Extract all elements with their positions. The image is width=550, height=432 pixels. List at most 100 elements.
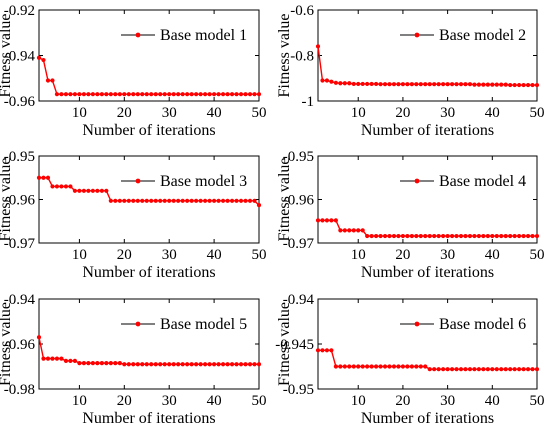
data-point	[333, 80, 338, 85]
data-point	[409, 233, 414, 239]
data-point	[472, 82, 477, 87]
data-point	[144, 198, 149, 203]
data-point	[391, 82, 397, 87]
x-tick-label: 50	[252, 393, 267, 409]
chart-panel-2: 10 20 30 40 50 -0.6 -0.8 -1 Number of iterations…	[276, 3, 545, 139]
x-tick-label: 40	[485, 393, 500, 409]
data-point	[117, 92, 122, 97]
data-point	[176, 198, 181, 203]
data-point	[63, 184, 69, 189]
data-point	[414, 364, 419, 369]
data-point	[212, 362, 217, 367]
data-point	[512, 233, 517, 239]
data-point	[525, 82, 531, 88]
data-point	[525, 233, 531, 239]
data-point	[185, 92, 190, 97]
data-point	[378, 364, 383, 369]
data-point	[494, 367, 499, 372]
data-point	[396, 233, 401, 239]
data-point	[521, 233, 526, 239]
y-tick-label: -0.96	[283, 193, 315, 209]
data-point	[351, 364, 356, 369]
data-point	[194, 198, 199, 203]
data-point	[387, 233, 392, 239]
data-point	[481, 367, 486, 372]
data-point	[472, 233, 477, 239]
data-point	[180, 362, 185, 367]
data-point	[423, 364, 428, 369]
data-point	[338, 228, 343, 233]
data-point	[436, 233, 441, 239]
data-point	[458, 367, 464, 372]
data-point	[77, 92, 82, 97]
data-point	[99, 188, 104, 193]
data-point	[140, 92, 145, 97]
data-point	[490, 367, 495, 372]
data-point	[458, 233, 464, 239]
data-point	[374, 233, 379, 239]
data-point	[414, 233, 419, 239]
legend-label: Base model 6	[439, 316, 526, 333]
data-point	[50, 78, 55, 83]
data-point	[50, 184, 55, 189]
x-tick-label: 40	[207, 247, 222, 263]
data-point	[324, 348, 330, 353]
data-point	[149, 362, 154, 367]
legend-label: Base model 1	[160, 27, 247, 44]
x-tick-label: 20	[395, 393, 410, 409]
x-tick-label: 50	[252, 247, 267, 263]
data-point	[153, 362, 158, 367]
data-point	[153, 92, 158, 97]
data-point	[499, 367, 504, 372]
data-point	[104, 188, 109, 193]
chart-panel-6: 10 20 30 40 50 -0.94 -0.945 -0.95 Number of iter…	[275, 292, 544, 427]
data-point	[347, 364, 352, 369]
x-axis-label: Number of iterations	[82, 122, 215, 139]
x-tick-label: 10	[72, 247, 87, 263]
data-point	[365, 364, 370, 369]
series-line	[38, 57, 259, 95]
chart-panel-4: 10 20 30 40 50 -0.95 -0.96 -0.97 Number of itera…	[276, 149, 545, 281]
data-point	[360, 81, 365, 87]
data-point	[356, 81, 361, 87]
data-point	[104, 92, 109, 97]
data-point	[382, 233, 388, 239]
data-point	[36, 55, 42, 60]
legend-marker	[414, 178, 420, 184]
data-point	[454, 367, 459, 372]
data-point	[458, 82, 464, 87]
x-tick-label: 10	[351, 105, 366, 121]
data-point	[86, 188, 91, 193]
data-point	[409, 82, 414, 87]
data-point	[122, 198, 127, 203]
data-point	[427, 233, 432, 239]
data-point	[185, 362, 190, 367]
data-point	[171, 198, 176, 203]
data-point	[203, 362, 208, 367]
y-tick-label: -0.96	[4, 337, 36, 353]
data-point	[472, 367, 477, 372]
data-point	[54, 356, 60, 361]
data-point	[449, 82, 455, 87]
x-axis-label: Number of iterations	[361, 410, 494, 427]
data-point	[256, 203, 262, 208]
data-point	[72, 358, 78, 363]
data-point	[194, 92, 199, 97]
data-point	[481, 233, 486, 239]
data-point	[320, 78, 325, 83]
y-tick-label: -1	[302, 94, 315, 110]
x-tick-label: 10	[72, 105, 87, 121]
data-point	[256, 362, 262, 367]
data-point	[534, 82, 540, 88]
data-point	[441, 82, 446, 87]
y-tick-label: -0.95	[283, 382, 314, 398]
data-point	[449, 233, 455, 239]
data-point	[180, 92, 185, 97]
data-point	[243, 362, 248, 367]
data-point	[131, 198, 136, 203]
data-point	[158, 92, 163, 97]
data-point	[463, 367, 468, 372]
data-point	[467, 367, 473, 372]
x-tick-label: 20	[117, 247, 132, 263]
x-tick-label: 30	[440, 393, 455, 409]
